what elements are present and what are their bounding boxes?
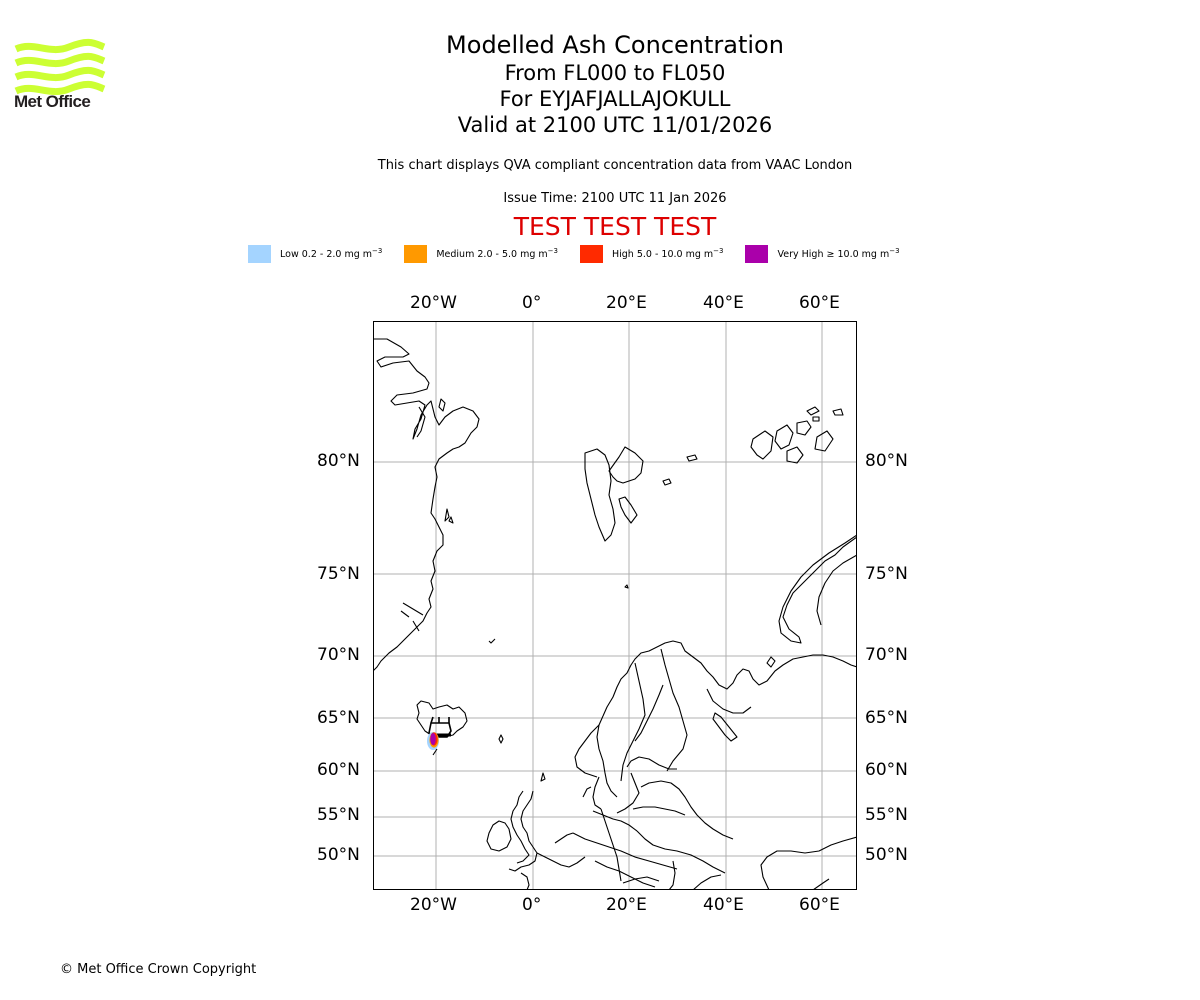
lat-tick: 75°N [317, 564, 360, 584]
legend-range: 5.0 - 10.0 mg m [636, 249, 714, 261]
test-banner: TEST TEST TEST [513, 212, 717, 241]
legend-range: 0.2 - 2.0 mg m [301, 249, 373, 261]
chart-title: Modelled Ash Concentration [446, 31, 784, 59]
volcano-name: For EYJAFJALLAJOKULL [499, 87, 731, 111]
chart-titles: Modelled Ash Concentration From FL000 to… [300, 30, 930, 138]
legend-item-high: High 5.0 - 10.0 mg m−3 [579, 245, 723, 263]
legend-range: ≥ 10.0 mg m [826, 249, 890, 261]
lon-tick: 0° [522, 293, 542, 313]
met-office-logo-icon [14, 38, 106, 96]
lon-tick: 0° [522, 895, 542, 915]
lat-tick: 50°N [317, 845, 360, 865]
lon-tick: 20°E [606, 895, 647, 915]
valid-time: Valid at 2100 UTC 11/01/2026 [457, 113, 773, 137]
flight-level-range: From FL000 to FL050 [504, 61, 726, 85]
legend-item-very-high: Very High ≥ 10.0 mg m−3 [745, 245, 900, 263]
legend-range: 2.0 - 5.0 mg m [477, 249, 548, 261]
legend-level: Very High [777, 249, 824, 261]
issue-time: Issue Time: 2100 UTC 11 Jan 2026 [503, 191, 727, 206]
lat-tick: 60°N [865, 760, 908, 780]
lon-tick: 40°E [703, 895, 744, 915]
met-office-logo-text: Met Office [14, 92, 91, 111]
legend-swatch [248, 245, 271, 263]
legend-swatch [404, 245, 428, 263]
legend-swatch [745, 245, 769, 263]
lon-tick: 20°E [606, 293, 647, 313]
lon-tick: 20°W [410, 293, 457, 313]
legend-item-low: Low 0.2 - 2.0 mg m−3 [248, 245, 382, 263]
lat-tick: 70°N [865, 645, 908, 665]
lon-tick: 40°E [703, 293, 744, 313]
lat-tick: 65°N [317, 708, 360, 728]
lon-tick: 60°E [799, 293, 840, 313]
chart-subtitle: This chart displays QVA compliant concen… [377, 158, 853, 173]
legend-level: High [611, 249, 634, 261]
lon-tick: 60°E [799, 895, 840, 915]
lon-tick: 20°W [410, 895, 457, 915]
legend-swatch [579, 245, 603, 263]
lat-tick: 75°N [865, 564, 908, 584]
lat-tick: 55°N [317, 805, 360, 825]
lat-tick: 80°N [865, 451, 908, 471]
legend-item-medium: Medium 2.0 - 5.0 mg m−3 [404, 245, 558, 263]
legend-level: Low [280, 249, 299, 261]
coastlines [373, 338, 857, 890]
concentration-legend: Low 0.2 - 2.0 mg m−3 Medium 2.0 - 5.0 mg… [248, 244, 922, 264]
legend-level: Medium [436, 249, 475, 261]
lat-tick: 50°N [865, 845, 908, 865]
ash-plume [427, 732, 439, 750]
lat-tick: 80°N [317, 451, 360, 471]
copyright-notice: © Met Office Crown Copyright [60, 962, 257, 977]
lat-tick: 65°N [865, 708, 908, 728]
ash-concentration-map [373, 321, 857, 890]
lat-tick: 70°N [317, 645, 360, 665]
lat-tick: 55°N [865, 805, 908, 825]
lat-tick: 60°N [317, 760, 360, 780]
